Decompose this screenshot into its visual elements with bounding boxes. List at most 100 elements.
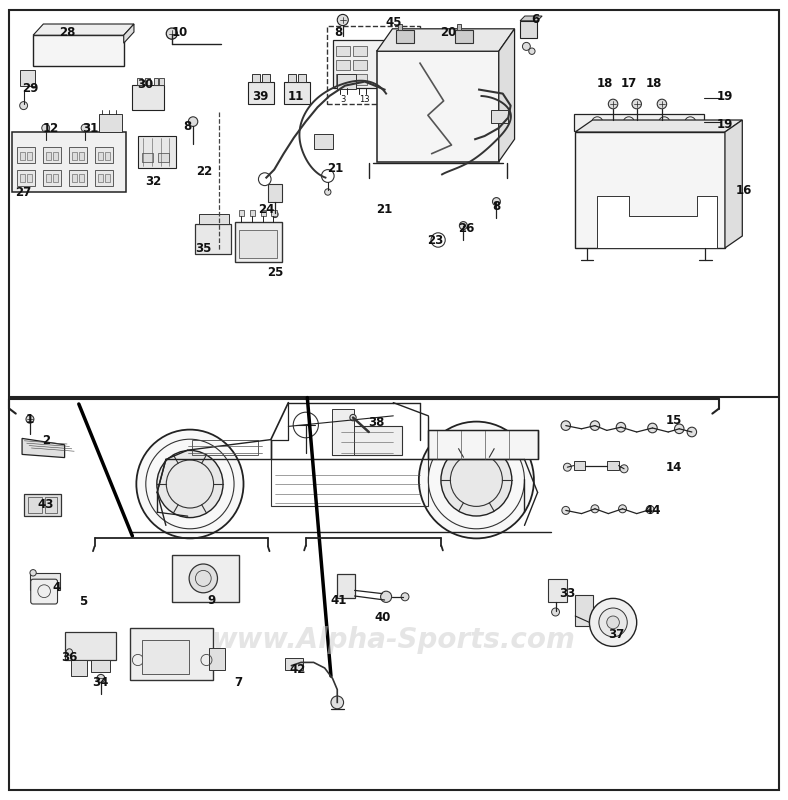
Bar	[248, 82, 274, 104]
Circle shape	[30, 570, 36, 576]
Bar	[491, 110, 508, 123]
Bar	[79, 174, 84, 182]
Bar	[142, 153, 153, 162]
Text: 14: 14	[666, 461, 682, 474]
Bar	[268, 184, 282, 202]
Bar	[20, 174, 25, 182]
Bar	[298, 74, 306, 82]
Bar	[396, 30, 414, 43]
Bar	[158, 153, 169, 162]
Bar	[138, 136, 176, 168]
Circle shape	[401, 593, 409, 601]
Bar	[72, 152, 77, 160]
Circle shape	[599, 608, 627, 637]
Circle shape	[632, 99, 641, 109]
Bar	[288, 74, 296, 82]
Text: 7: 7	[234, 676, 242, 689]
Text: 12: 12	[43, 122, 59, 134]
Text: 43: 43	[38, 498, 54, 510]
Bar	[353, 74, 367, 85]
Circle shape	[66, 649, 72, 655]
Text: 6: 6	[532, 13, 540, 26]
Bar	[195, 224, 231, 254]
Circle shape	[166, 28, 177, 39]
Circle shape	[589, 598, 637, 646]
Bar	[28, 497, 42, 513]
Text: 42: 42	[290, 663, 306, 676]
Text: 18: 18	[597, 77, 613, 90]
Circle shape	[26, 415, 34, 423]
Circle shape	[648, 423, 657, 433]
Circle shape	[20, 102, 28, 110]
Bar	[235, 222, 282, 262]
Circle shape	[591, 505, 599, 513]
Bar	[130, 628, 213, 680]
Bar	[575, 595, 593, 626]
Bar	[65, 632, 116, 660]
Bar	[336, 74, 350, 85]
Bar	[69, 170, 87, 186]
Circle shape	[189, 564, 217, 593]
Bar	[262, 74, 270, 82]
Bar	[333, 40, 384, 88]
Polygon shape	[377, 29, 515, 51]
Bar	[137, 78, 142, 85]
Text: 40: 40	[374, 611, 390, 624]
Text: 25: 25	[267, 266, 284, 278]
Bar	[377, 51, 499, 162]
Text: 31: 31	[83, 122, 98, 134]
Bar	[455, 30, 473, 43]
Circle shape	[157, 450, 223, 518]
Circle shape	[687, 427, 697, 437]
Bar	[17, 170, 35, 186]
Text: 45: 45	[386, 16, 402, 29]
Text: 41: 41	[331, 594, 347, 606]
Circle shape	[657, 99, 667, 109]
Text: 24: 24	[258, 203, 274, 216]
Bar	[17, 147, 35, 163]
Bar	[337, 574, 355, 598]
Bar	[575, 132, 725, 248]
Bar	[261, 210, 266, 216]
Circle shape	[675, 424, 684, 434]
Text: 16: 16	[736, 184, 753, 197]
Bar	[457, 24, 461, 30]
Bar	[132, 85, 164, 110]
Text: 44: 44	[645, 504, 660, 517]
Text: 36: 36	[61, 651, 77, 664]
Bar	[98, 114, 122, 132]
Bar	[209, 648, 225, 670]
Bar	[199, 214, 229, 224]
Text: 33: 33	[559, 587, 575, 600]
Text: 26: 26	[459, 222, 474, 235]
Circle shape	[97, 674, 105, 682]
Text: 30: 30	[138, 78, 154, 90]
Circle shape	[337, 14, 348, 26]
Bar	[142, 640, 189, 674]
Text: 37: 37	[608, 628, 624, 641]
Text: 21: 21	[327, 162, 343, 174]
Bar	[154, 78, 158, 85]
Bar	[45, 497, 57, 513]
Text: 18: 18	[646, 77, 662, 90]
Bar	[46, 174, 51, 182]
Bar	[91, 660, 110, 672]
Text: 38: 38	[369, 416, 385, 429]
Circle shape	[529, 48, 535, 54]
Circle shape	[563, 463, 571, 471]
Circle shape	[590, 421, 600, 430]
Bar	[71, 660, 87, 676]
Bar	[46, 152, 51, 160]
Bar	[336, 46, 350, 56]
Bar	[337, 74, 356, 89]
Polygon shape	[22, 438, 65, 458]
Circle shape	[188, 117, 198, 126]
Bar	[607, 461, 619, 470]
Text: 32: 32	[146, 175, 162, 188]
Circle shape	[81, 124, 89, 132]
Polygon shape	[520, 16, 542, 21]
Bar	[239, 230, 277, 258]
Circle shape	[42, 124, 50, 132]
Text: 39: 39	[252, 90, 268, 102]
Text: 28: 28	[59, 26, 75, 38]
